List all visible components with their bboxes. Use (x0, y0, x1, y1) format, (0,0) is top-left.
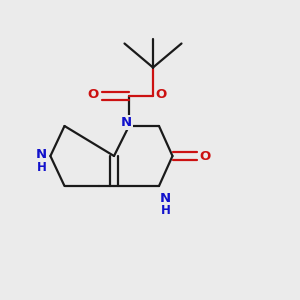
Text: H: H (37, 160, 46, 174)
Text: N: N (160, 192, 171, 205)
Text: O: O (156, 88, 167, 101)
Text: O: O (87, 88, 99, 101)
Text: N: N (120, 116, 132, 129)
Text: N: N (36, 148, 47, 161)
Text: O: O (199, 149, 211, 163)
Text: H: H (161, 203, 170, 217)
